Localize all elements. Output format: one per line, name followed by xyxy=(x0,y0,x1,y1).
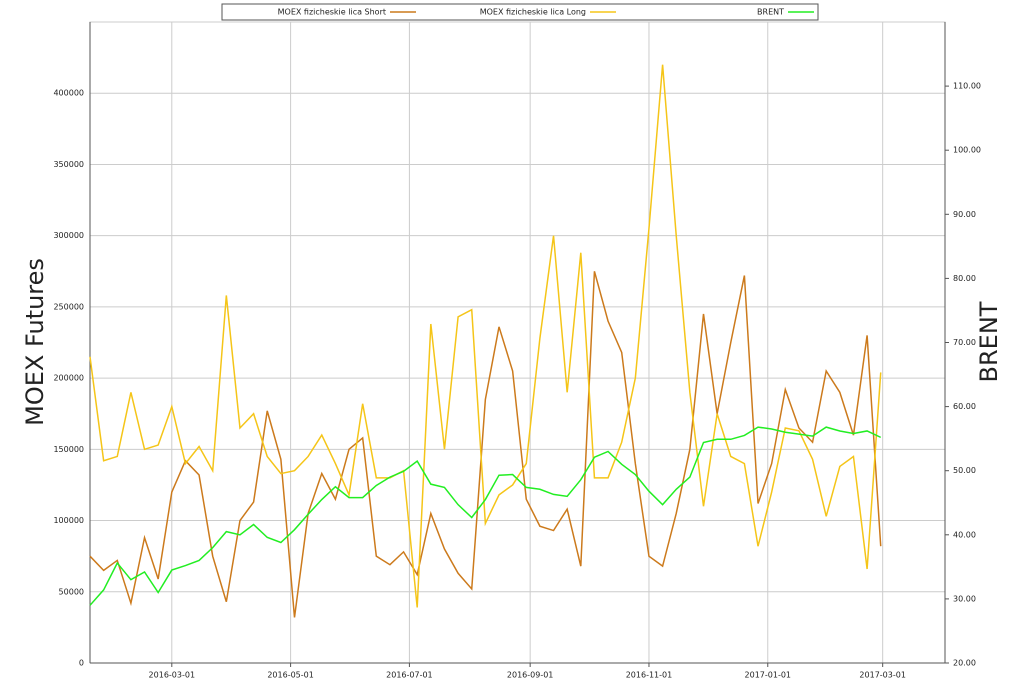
series-line xyxy=(89,271,882,618)
y-tick-label: 300000 xyxy=(53,231,84,240)
y2-tick-label: 30.00 xyxy=(953,594,976,603)
x-tick-label: 2016-09-01 xyxy=(507,671,554,680)
x-tick-label: 2017-03-01 xyxy=(859,671,906,680)
x-tick-label: 2016-07-01 xyxy=(386,671,433,680)
y-tick-label: 250000 xyxy=(53,302,84,311)
y-tick-label: 150000 xyxy=(53,445,84,454)
y2-tick-label: 40.00 xyxy=(953,530,976,539)
y2-axis-title: BRENT xyxy=(975,301,1003,382)
x-tick-label: 2016-05-01 xyxy=(267,671,314,680)
legend-label: BRENT xyxy=(757,8,784,17)
y2-tick-label: 90.00 xyxy=(953,210,976,219)
x-tick-label: 2016-03-01 xyxy=(149,671,196,680)
y2-tick-label: 60.00 xyxy=(953,402,976,411)
y-tick-label: 200000 xyxy=(53,374,84,383)
x-tick-label: 2017-01-01 xyxy=(745,671,792,680)
y-axis-title: MOEX Futures xyxy=(21,258,49,426)
legend-box xyxy=(221,3,819,21)
y-tick-label: 400000 xyxy=(53,89,84,98)
y2-tick-label: 100.00 xyxy=(953,146,981,155)
legend-label: MOEX fizicheskie lica Long xyxy=(480,8,586,17)
y-tick-label: 50000 xyxy=(59,587,84,596)
x-tick-label: 2016-11-01 xyxy=(626,671,673,680)
y2-tick-label: 20.00 xyxy=(953,659,976,668)
y2-tick-label: 50.00 xyxy=(953,466,976,475)
series-line xyxy=(89,426,882,606)
y-tick-label: 100000 xyxy=(53,516,84,525)
y2-tick-label: 80.00 xyxy=(953,274,976,283)
series-line xyxy=(89,64,882,608)
legend-label: MOEX fizicheskie lica Short xyxy=(278,8,386,17)
y2-tick-label: 70.00 xyxy=(953,338,976,347)
y-tick-label: 0 xyxy=(79,659,84,668)
y2-tick-label: 110.00 xyxy=(953,82,981,91)
y-tick-label: 350000 xyxy=(53,160,84,169)
